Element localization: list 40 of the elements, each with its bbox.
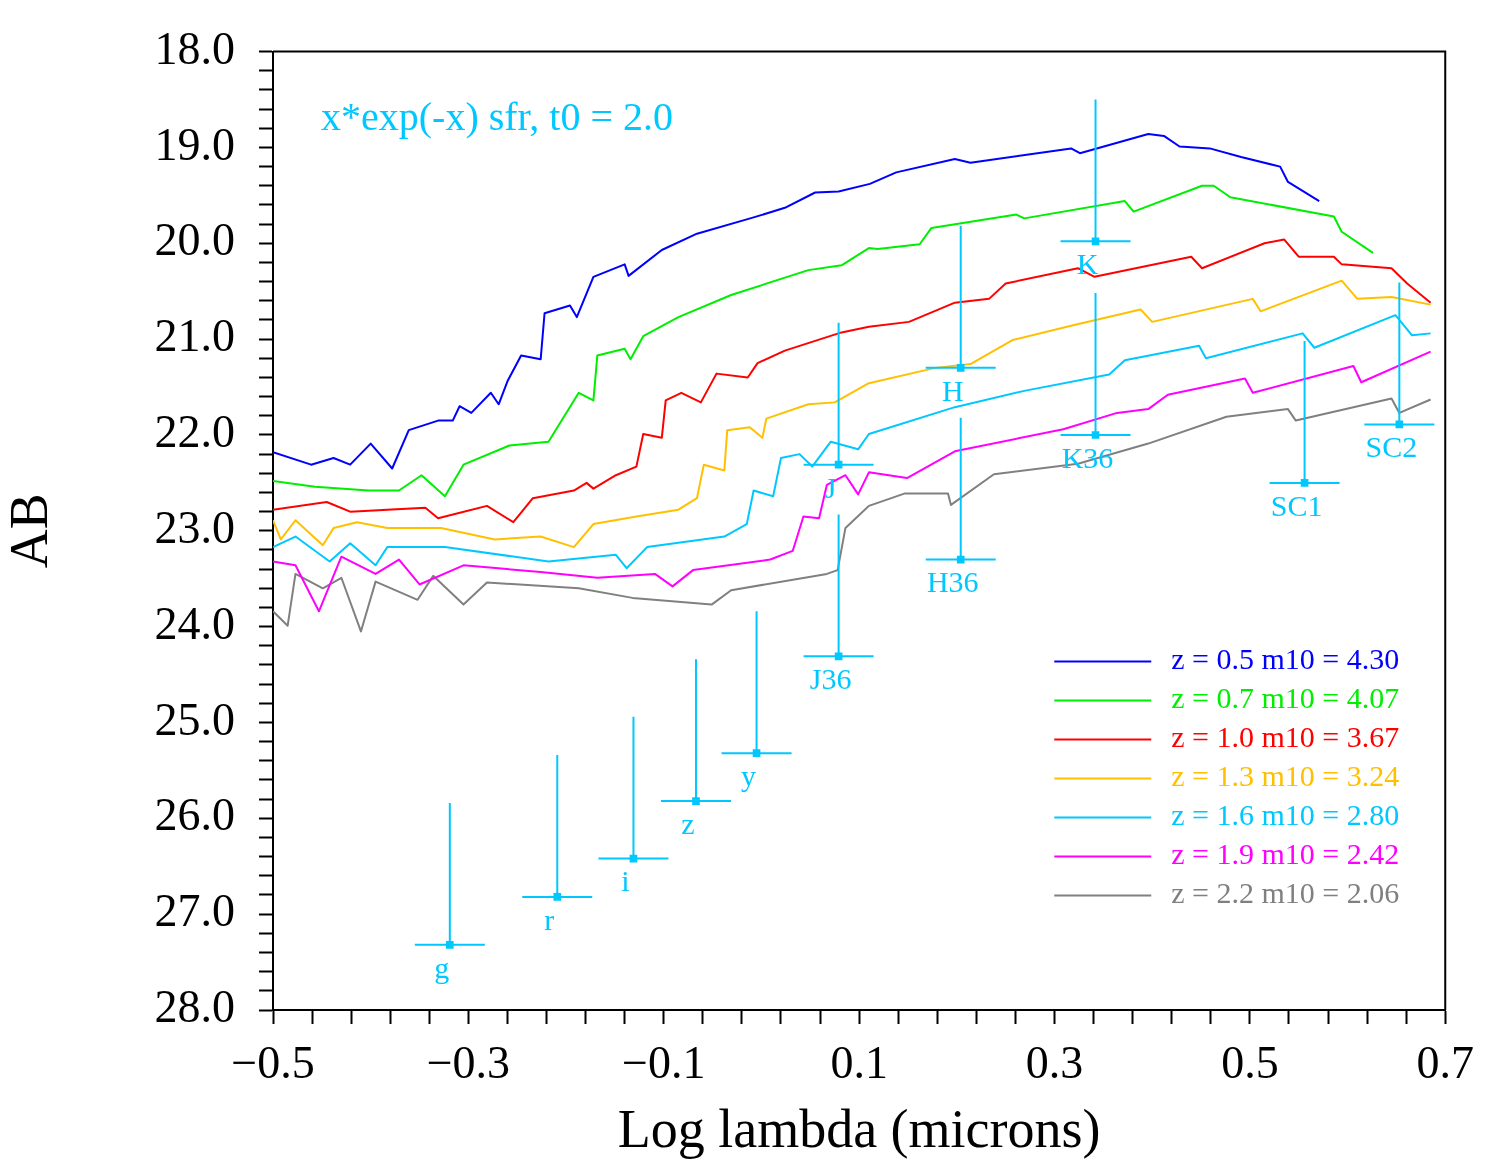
x-axis-title: Log lambda (microns) — [617, 1098, 1101, 1159]
annotation: H36 — [926, 565, 979, 599]
x-tick-label: 0.1 — [830, 1036, 888, 1088]
annotation: SC2 — [1365, 430, 1418, 464]
y-tick-label: 26.0 — [154, 789, 235, 841]
x-tick-label: 0.3 — [1025, 1036, 1084, 1088]
y-tick-label: 23.0 — [154, 501, 235, 553]
legend-label: z = 1.0 m10 = 3.67 — [1171, 720, 1400, 754]
annotation: J36 — [809, 662, 852, 696]
annotation: g — [434, 950, 450, 984]
y-tick-label: 19.0 — [154, 118, 235, 170]
y-tick-label: 20.0 — [154, 214, 235, 266]
annotation: i — [621, 864, 630, 898]
legend-label: z = 0.7 m10 = 4.07 — [1171, 681, 1400, 715]
annotation: SC1 — [1270, 488, 1323, 522]
annotation: K — [1076, 247, 1099, 281]
y-axis-title: AB — [0, 493, 59, 569]
x-tick-label: −0.3 — [426, 1036, 511, 1088]
y-tick-label: 28.0 — [154, 981, 235, 1033]
legend-label: z = 2.2 m10 = 2.06 — [1171, 876, 1400, 910]
y-tick-label: 24.0 — [154, 597, 235, 649]
annotation: z — [681, 806, 695, 840]
x-tick-label: 0.5 — [1221, 1036, 1279, 1088]
annotation: y — [741, 759, 757, 793]
legend-label: z = 1.3 m10 = 3.24 — [1171, 759, 1400, 793]
annotation: K36 — [1061, 440, 1114, 474]
y-tick-label: 27.0 — [154, 885, 235, 937]
x-tick-label: 0.7 — [1416, 1036, 1474, 1088]
legend-label: z = 0.5 m10 = 4.30 — [1171, 642, 1400, 676]
y-tick-label: 22.0 — [154, 406, 235, 458]
annotation: H — [941, 373, 964, 407]
y-tick-label: 21.0 — [154, 310, 235, 362]
x-tick-label: −0.1 — [622, 1036, 706, 1088]
legend-label: z = 1.9 m10 = 2.42 — [1171, 837, 1400, 871]
y-tick-label: 25.0 — [154, 693, 235, 745]
annotation: x*exp(-x) sfr, t0 = 2.0 — [321, 94, 673, 140]
annotation: r — [544, 902, 555, 936]
x-tick-label: −0.5 — [231, 1036, 315, 1088]
legend-label: z = 1.6 m10 = 2.80 — [1171, 798, 1400, 832]
y-tick-label: 18.0 — [154, 22, 235, 74]
